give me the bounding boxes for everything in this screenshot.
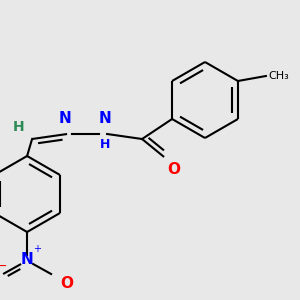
Text: CH₃: CH₃ [268,71,289,81]
Text: N: N [99,111,112,126]
Text: −: − [0,260,7,272]
Text: O: O [60,275,73,290]
Text: N: N [59,111,71,126]
Text: H: H [13,120,24,134]
Text: +: + [33,244,41,254]
Text: H: H [100,138,110,151]
Text: N: N [21,253,34,268]
Text: O: O [167,162,180,177]
